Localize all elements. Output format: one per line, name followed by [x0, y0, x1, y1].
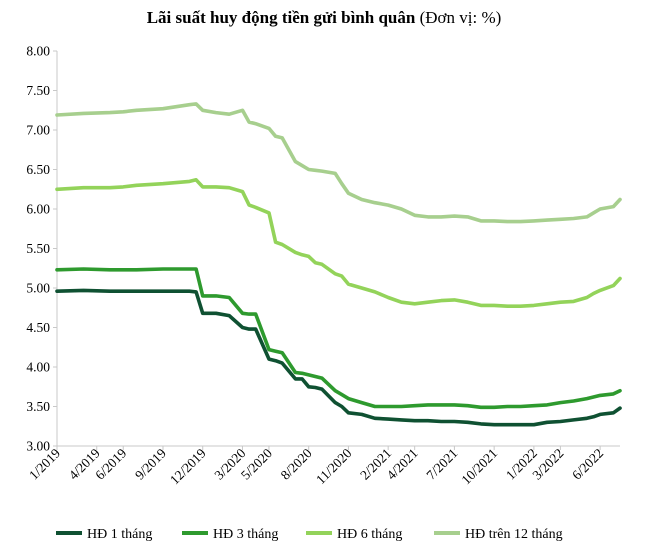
- x-tick-label: 12/2019: [167, 445, 209, 487]
- chart-title-main: Lãi suất huy động tiền gửi bình quân: [146, 8, 416, 27]
- series-line-hd-3: [55, 267, 622, 410]
- x-tick-label: 11/2020: [313, 445, 355, 487]
- x-tick-label: 9/2019: [132, 445, 169, 482]
- y-tick-label: 7.00: [26, 123, 50, 138]
- x-tick-label: 6/2019: [92, 445, 129, 482]
- series-line-hd-6: [55, 178, 622, 309]
- legend-label: HĐ trên 12 tháng: [465, 527, 563, 542]
- x-tick-label: 6/2022: [569, 446, 606, 483]
- y-tick-label: 6.50: [26, 162, 50, 177]
- y-tick-label: 3.00: [26, 439, 50, 454]
- x-tick-label: 8/2020: [278, 445, 315, 482]
- legend: HĐ 1 tháng HĐ 3 tháng HĐ 6 tháng HĐ trên 12…: [56, 527, 563, 542]
- y-tick-label: 6.00: [26, 202, 50, 217]
- x-tick-label: 5/2020: [238, 445, 275, 482]
- series-line-hd-1: [55, 288, 622, 427]
- x-tick-label: 10/2021: [458, 446, 500, 488]
- y-tick-label: 5.50: [26, 241, 50, 256]
- y-tick-label: 3.50: [26, 399, 50, 414]
- y-tick-label: 5.00: [26, 281, 50, 296]
- x-tick-label: 7/2021: [423, 446, 460, 483]
- legend-label: HĐ 1 tháng: [87, 527, 152, 542]
- y-tick-label: 4.50: [26, 320, 50, 335]
- y-tick-label: 8.00: [26, 44, 50, 59]
- y-tick-label: 4.00: [26, 360, 50, 375]
- legend-label: HĐ 6 tháng: [337, 527, 402, 542]
- legend-label: HĐ 3 tháng: [213, 527, 278, 542]
- chart-title: Lãi suất huy động tiền gửi bình quân (Đơ…: [0, 8, 648, 28]
- chart-title-unit: (Đơn vị: %): [419, 8, 502, 27]
- series-lines: [55, 102, 622, 427]
- series-line-hd-12: [55, 102, 622, 224]
- y-tick-label: 7.50: [26, 83, 50, 98]
